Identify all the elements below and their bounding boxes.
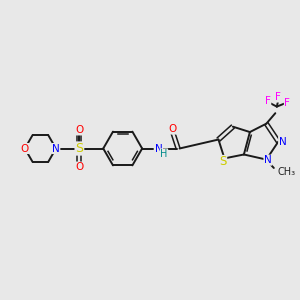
- Text: O: O: [21, 143, 29, 154]
- Text: S: S: [219, 155, 226, 169]
- Text: N: N: [52, 143, 60, 154]
- Text: F: F: [275, 92, 281, 102]
- Text: F: F: [265, 96, 271, 106]
- Text: N: N: [264, 155, 272, 165]
- Text: F: F: [284, 98, 290, 108]
- Text: N: N: [155, 143, 163, 154]
- Text: N: N: [279, 136, 286, 147]
- Text: O: O: [169, 124, 177, 134]
- Text: O: O: [75, 125, 83, 135]
- Text: O: O: [75, 162, 83, 172]
- Text: H: H: [160, 149, 168, 159]
- Text: CH₃: CH₃: [278, 167, 296, 177]
- Text: S: S: [75, 142, 83, 155]
